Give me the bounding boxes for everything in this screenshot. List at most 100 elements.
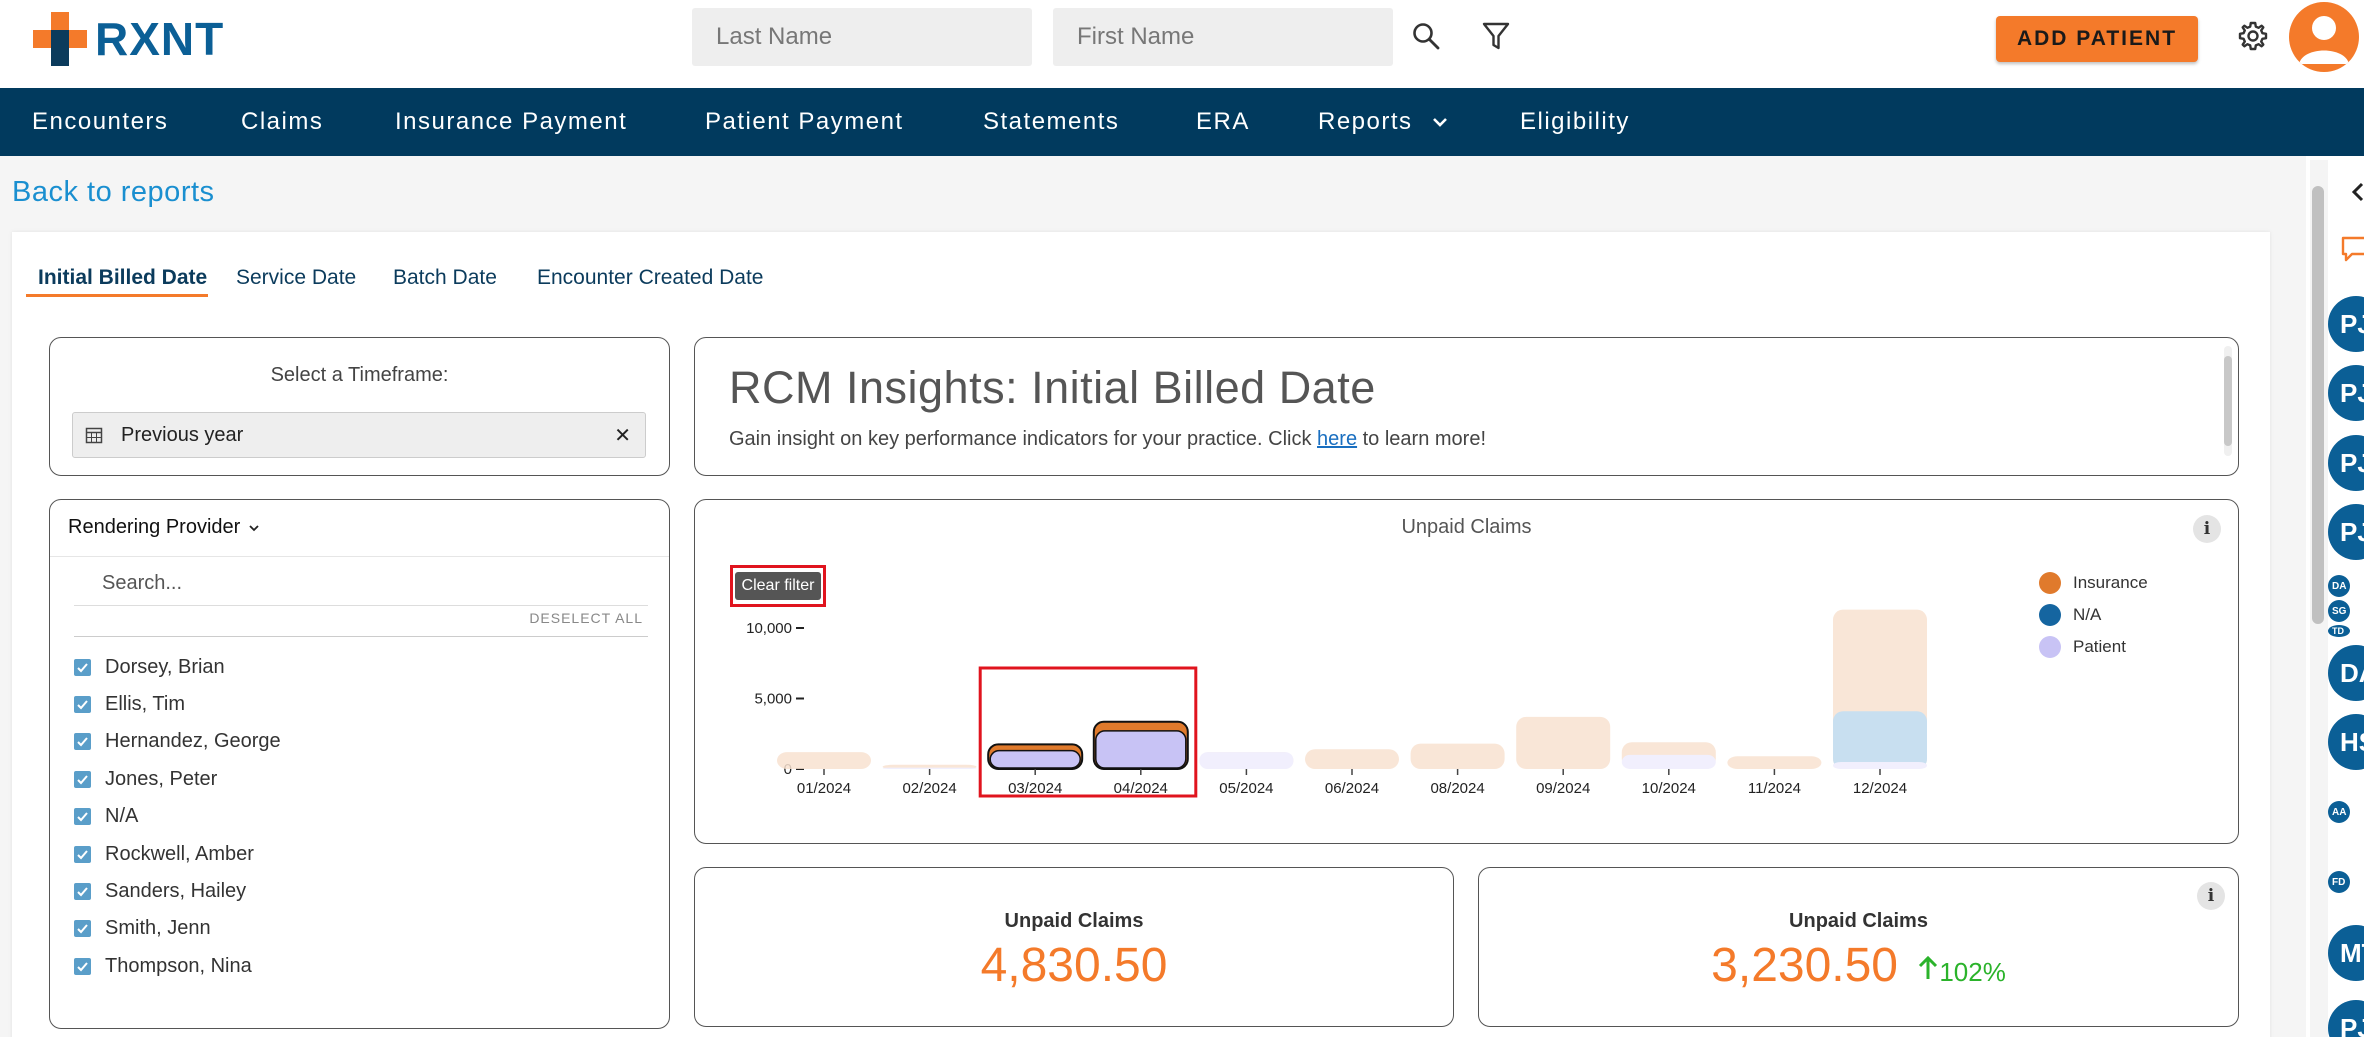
bar-patient-faded[interactable] bbox=[1199, 752, 1294, 769]
deselect-all-button[interactable]: DESELECT ALL bbox=[529, 610, 643, 626]
checkbox-checked-icon[interactable] bbox=[74, 733, 91, 750]
x-tick-label: 02/2024 bbox=[902, 780, 956, 797]
rendering-provider-label: Rendering Provider bbox=[68, 516, 241, 538]
active-tab-indicator bbox=[26, 294, 208, 297]
clear-filter-highlight bbox=[730, 565, 826, 607]
insights-panel: RCM Insights: Initial Billed Date Gain i… bbox=[694, 337, 2239, 476]
legend-insurance[interactable]: Insurance bbox=[2039, 572, 2148, 594]
side-avatar-small[interactable]: SG bbox=[2328, 600, 2350, 622]
timeframe-value: Previous year bbox=[121, 423, 244, 446]
provider-name: Rockwell, Amber bbox=[105, 843, 254, 865]
arrow-up-icon bbox=[1919, 955, 1938, 979]
provider-option[interactable]: Hernandez, George bbox=[74, 730, 281, 753]
provider-option[interactable]: Rockwell, Amber bbox=[74, 843, 254, 866]
nav-reports[interactable]: Reports bbox=[1318, 108, 1449, 136]
side-avatar-small[interactable]: DA bbox=[2328, 575, 2350, 597]
bar-patient-faded[interactable] bbox=[1621, 754, 1716, 769]
user-avatar[interactable] bbox=[2289, 2, 2359, 72]
side-avatar-small[interactable]: AA bbox=[2328, 801, 2350, 823]
tab-service-date[interactable]: Service Date bbox=[236, 266, 357, 289]
bar-patient[interactable] bbox=[1095, 730, 1187, 769]
chevron-down-icon bbox=[1432, 118, 1447, 127]
legend-label: Patient bbox=[2073, 637, 2126, 656]
provider-option[interactable]: Smith, Jenn bbox=[74, 917, 211, 940]
rendering-provider-panel: Rendering Provider DESELECT ALL Dorsey, … bbox=[49, 499, 670, 1029]
bar-na-faded[interactable] bbox=[1833, 711, 1927, 769]
x-tick-label: 05/2024 bbox=[1219, 780, 1273, 797]
bar-insurance-faded[interactable] bbox=[1410, 743, 1505, 769]
nav-insurance-payment[interactable]: Insurance Payment bbox=[395, 108, 628, 135]
bar-patient[interactable] bbox=[989, 749, 1081, 769]
side-avatar[interactable]: MT bbox=[2328, 925, 2364, 981]
checkbox-checked-icon[interactable] bbox=[74, 659, 91, 676]
nav-statements[interactable]: Statements bbox=[983, 108, 1120, 135]
provider-option[interactable]: N/A bbox=[74, 805, 138, 828]
checkbox-checked-icon[interactable] bbox=[74, 958, 91, 975]
nav-claims[interactable]: Claims bbox=[241, 108, 324, 135]
checkbox-checked-icon[interactable] bbox=[74, 920, 91, 937]
nav-eligibility[interactable]: Eligibility bbox=[1520, 108, 1630, 135]
provider-option[interactable]: Jones, Peter bbox=[74, 768, 217, 791]
filter-icon[interactable] bbox=[1478, 18, 1514, 54]
checkbox-checked-icon[interactable] bbox=[74, 846, 91, 863]
checkbox-checked-icon[interactable] bbox=[74, 771, 91, 788]
x-tick-label: 03/2024 bbox=[1008, 780, 1062, 797]
side-avatar-small[interactable]: TD bbox=[2328, 625, 2350, 637]
provider-name: Sanders, Hailey bbox=[105, 880, 247, 902]
legend-patient[interactable]: Patient bbox=[2039, 636, 2126, 658]
clear-timeframe-icon[interactable]: ✕ bbox=[614, 424, 631, 447]
gear-icon[interactable] bbox=[2235, 18, 2271, 54]
panel-scrollbar-thumb[interactable] bbox=[2224, 356, 2232, 446]
bar-insurance-faded[interactable] bbox=[1305, 749, 1399, 769]
info-icon[interactable]: i bbox=[2197, 882, 2225, 910]
tab-initial-billed-date[interactable]: Initial Billed Date bbox=[38, 266, 208, 289]
last-name-input[interactable] bbox=[692, 8, 1032, 66]
collapse-chevron-icon[interactable] bbox=[2350, 182, 2364, 202]
provider-option[interactable]: Ellis, Tim bbox=[74, 693, 185, 716]
kpi-card-unpaid-claims: Unpaid Claims 4,830.50 bbox=[694, 867, 1454, 1027]
bar-patient-faded[interactable] bbox=[882, 767, 977, 769]
checkbox-checked-icon[interactable] bbox=[74, 808, 91, 825]
calendar-icon bbox=[85, 427, 103, 444]
bar-insurance-faded[interactable] bbox=[1727, 756, 1822, 769]
bar-insurance-faded[interactable] bbox=[777, 752, 871, 769]
nav-encounters[interactable]: Encounters bbox=[32, 108, 169, 135]
first-name-input[interactable] bbox=[1053, 8, 1393, 66]
bar-patient-faded[interactable] bbox=[1833, 761, 1927, 769]
bar-insurance-faded[interactable] bbox=[1516, 716, 1611, 769]
info-icon[interactable]: i bbox=[2193, 515, 2221, 543]
rendering-provider-dropdown[interactable]: Rendering Provider bbox=[68, 516, 260, 539]
page-scrollbar-thumb[interactable] bbox=[2312, 186, 2324, 624]
insights-subtitle: Gain insight on key performance indicato… bbox=[729, 428, 1486, 451]
nav-era[interactable]: ERA bbox=[1196, 108, 1250, 135]
timeframe-select[interactable]: Previous year ✕ bbox=[72, 412, 646, 458]
x-tick-label: 11/2024 bbox=[1748, 780, 1801, 797]
add-patient-button[interactable]: ADD PATIENT bbox=[1996, 16, 2198, 62]
side-avatar-small[interactable]: FD bbox=[2328, 871, 2350, 893]
provider-option[interactable]: Sanders, Hailey bbox=[74, 880, 246, 903]
rxnt-logo[interactable]: RXNT bbox=[33, 12, 224, 66]
chat-icon[interactable] bbox=[2340, 234, 2364, 264]
provider-name: Jones, Peter bbox=[105, 768, 218, 790]
checkbox-checked-icon[interactable] bbox=[74, 696, 91, 713]
provider-option[interactable]: Dorsey, Brian bbox=[74, 656, 225, 679]
clear-filter-button[interactable]: Clear filter bbox=[735, 572, 821, 600]
timeframe-panel: Select a Timeframe: Previous year ✕ bbox=[49, 337, 670, 476]
learn-more-link[interactable]: here bbox=[1317, 428, 1358, 450]
logo-cross-icon bbox=[33, 12, 87, 66]
y-tick-label: 0 bbox=[784, 761, 792, 778]
logo-text: RXNT bbox=[95, 13, 225, 65]
nav-patient-payment[interactable]: Patient Payment bbox=[705, 108, 904, 135]
checkbox-checked-icon[interactable] bbox=[74, 883, 91, 900]
provider-option[interactable]: Thompson, Nina bbox=[74, 955, 252, 978]
legend-na[interactable]: N/A bbox=[2039, 604, 2101, 626]
back-to-reports-link[interactable]: Back to reports bbox=[12, 176, 215, 208]
tab-batch-date[interactable]: Batch Date bbox=[393, 266, 497, 289]
search-icon[interactable] bbox=[1408, 18, 1444, 54]
legend-label: N/A bbox=[2073, 605, 2102, 624]
nav-reports-label: Reports bbox=[1318, 108, 1413, 135]
provider-search-input[interactable] bbox=[74, 562, 648, 606]
kpi-value: 4,830.50 bbox=[980, 939, 1168, 992]
legend-dot-icon bbox=[2039, 572, 2061, 594]
tab-encounter-created-date[interactable]: Encounter Created Date bbox=[537, 266, 764, 289]
